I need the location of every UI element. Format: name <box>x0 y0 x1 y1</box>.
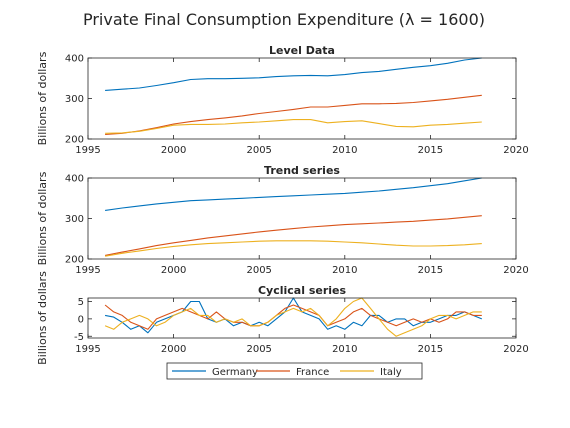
cyclical-series-title: Cyclical series <box>258 284 347 297</box>
x-tick-label: 2000 <box>161 145 186 156</box>
x-tick-label: 2000 <box>161 265 186 276</box>
x-tick-label: 2020 <box>503 265 528 276</box>
x-tick-label: 2010 <box>332 265 357 276</box>
x-tick-label: 2005 <box>246 145 271 156</box>
legend-label-italy: Italy <box>380 367 402 378</box>
x-tick-label: 2005 <box>246 265 271 276</box>
legend-label-germany: Germany <box>212 367 258 378</box>
figure-title: Private Final Consumption Expenditure (λ… <box>83 10 485 29</box>
cyclical-series-axes-box <box>87 297 517 339</box>
cyclical-series-axes: 1995 2000 2005 2010 2015 2020 -5 0 5 Cyclical ser… <box>36 271 529 365</box>
y-tick-label: 200 <box>65 255 84 266</box>
trend-series-france-line <box>104 215 482 256</box>
y-tick-label: 400 <box>65 54 84 65</box>
legend-box <box>166 362 423 380</box>
trend-series-axes: 1995 2000 2005 2010 2015 2020 200 300 400 Trend s… <box>36 164 529 276</box>
trend-series-title: Trend series <box>264 164 340 177</box>
x-tick-label: 2015 <box>418 145 443 156</box>
cyclical-series-plot-area <box>88 298 516 338</box>
x-tick-label: 2020 <box>503 344 528 355</box>
trend-series-germany-line <box>105 177 482 211</box>
level-data-france-line <box>105 94 482 136</box>
y-tick-label: 0 <box>78 314 84 325</box>
x-tick-label: 2010 <box>332 145 357 156</box>
x-tick-label: 1995 <box>75 344 100 355</box>
level-data-italy-line <box>105 119 482 134</box>
level-data-title: Level Data <box>269 44 335 57</box>
x-tick-label: 2000 <box>161 344 186 355</box>
level-data-plot-area <box>88 58 516 139</box>
cyclical-series-italy-line <box>104 297 482 337</box>
x-tick-label: 1995 <box>75 145 100 156</box>
trend-series-italy-line <box>105 240 482 257</box>
x-tick-label: 2010 <box>332 344 357 355</box>
legend: Germany France Italy <box>166 362 423 380</box>
x-tick-label: 2015 <box>418 265 443 276</box>
x-tick-label: 2020 <box>503 145 528 156</box>
level-data-ylabel: Billions of dollars <box>36 51 49 145</box>
y-tick-label: 300 <box>65 214 84 225</box>
x-tick-label: 2005 <box>246 344 271 355</box>
legend-label-france: France <box>296 367 329 378</box>
cyclical-series-ylabel: Billions of dollars <box>36 271 49 365</box>
cyclical-series-france-line <box>104 304 482 330</box>
y-tick-label: 400 <box>65 174 84 185</box>
level-data-germany-line <box>105 57 482 91</box>
trend-series-ylabel: Billions of dollars <box>36 171 49 265</box>
y-tick-label: -5 <box>74 332 84 343</box>
y-tick-label: 5 <box>78 297 84 308</box>
x-tick-label: 2015 <box>418 344 443 355</box>
x-tick-label: 1995 <box>75 265 100 276</box>
y-tick-label: 200 <box>65 135 84 146</box>
level-data-axes: 1995 2000 2005 2010 2015 2020 200 300 400 Level D… <box>36 44 529 156</box>
y-tick-label: 300 <box>65 94 84 105</box>
